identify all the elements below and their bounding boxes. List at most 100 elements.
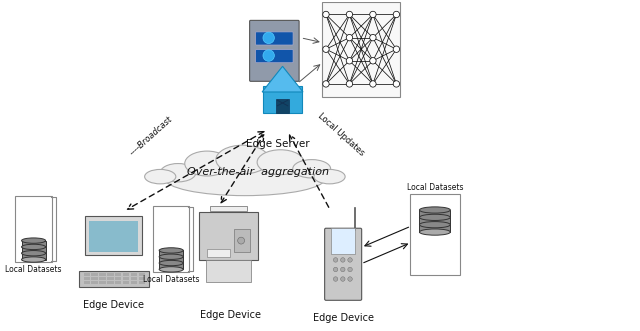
- Circle shape: [164, 242, 168, 245]
- FancyBboxPatch shape: [131, 277, 137, 280]
- Circle shape: [348, 267, 352, 272]
- FancyBboxPatch shape: [153, 206, 189, 272]
- Circle shape: [175, 217, 177, 219]
- Circle shape: [426, 241, 429, 244]
- FancyBboxPatch shape: [210, 206, 247, 211]
- FancyBboxPatch shape: [123, 277, 129, 280]
- FancyBboxPatch shape: [79, 270, 148, 287]
- Ellipse shape: [419, 207, 451, 213]
- Circle shape: [426, 259, 429, 261]
- Ellipse shape: [419, 229, 451, 235]
- FancyBboxPatch shape: [115, 277, 122, 280]
- Circle shape: [47, 220, 50, 222]
- Circle shape: [17, 207, 20, 210]
- Circle shape: [185, 230, 188, 232]
- Ellipse shape: [185, 151, 229, 176]
- Circle shape: [27, 215, 30, 218]
- Circle shape: [175, 242, 177, 245]
- Circle shape: [340, 267, 345, 272]
- FancyBboxPatch shape: [276, 99, 289, 113]
- Circle shape: [370, 11, 376, 18]
- Bar: [159, 263, 183, 269]
- FancyBboxPatch shape: [139, 273, 145, 276]
- Ellipse shape: [292, 160, 331, 178]
- Circle shape: [37, 215, 40, 218]
- FancyBboxPatch shape: [84, 281, 90, 284]
- Circle shape: [155, 242, 157, 245]
- FancyBboxPatch shape: [234, 229, 250, 252]
- Circle shape: [426, 267, 429, 270]
- Circle shape: [412, 267, 415, 270]
- Ellipse shape: [160, 164, 196, 182]
- FancyBboxPatch shape: [85, 216, 142, 255]
- Bar: [419, 217, 451, 225]
- FancyBboxPatch shape: [131, 273, 137, 276]
- Bar: [22, 241, 45, 247]
- Bar: [419, 225, 451, 232]
- Circle shape: [17, 220, 20, 222]
- Circle shape: [346, 11, 353, 18]
- FancyBboxPatch shape: [115, 273, 122, 276]
- Text: Edge Server: Edge Server: [246, 139, 310, 149]
- FancyBboxPatch shape: [84, 277, 90, 280]
- FancyBboxPatch shape: [324, 228, 362, 300]
- FancyBboxPatch shape: [199, 213, 258, 260]
- FancyBboxPatch shape: [131, 281, 137, 284]
- Circle shape: [370, 81, 376, 87]
- Circle shape: [440, 241, 444, 244]
- Ellipse shape: [145, 169, 176, 184]
- FancyBboxPatch shape: [123, 281, 129, 284]
- Ellipse shape: [419, 221, 451, 228]
- Circle shape: [37, 233, 40, 235]
- Circle shape: [155, 230, 157, 232]
- Circle shape: [333, 277, 338, 281]
- FancyBboxPatch shape: [263, 86, 302, 113]
- Ellipse shape: [159, 254, 183, 260]
- Circle shape: [393, 81, 399, 87]
- FancyBboxPatch shape: [206, 260, 251, 282]
- Polygon shape: [262, 66, 303, 92]
- Circle shape: [440, 267, 444, 270]
- Ellipse shape: [159, 248, 183, 253]
- FancyBboxPatch shape: [250, 21, 299, 81]
- Circle shape: [27, 207, 30, 210]
- Circle shape: [185, 217, 188, 219]
- Text: Local Updates: Local Updates: [317, 111, 367, 158]
- Ellipse shape: [159, 260, 183, 266]
- Circle shape: [348, 258, 352, 262]
- Circle shape: [455, 267, 458, 270]
- Ellipse shape: [22, 251, 45, 256]
- Circle shape: [440, 250, 444, 253]
- FancyBboxPatch shape: [84, 273, 90, 276]
- Ellipse shape: [314, 169, 345, 184]
- Circle shape: [175, 225, 177, 228]
- FancyBboxPatch shape: [92, 281, 98, 284]
- Circle shape: [47, 233, 50, 235]
- Circle shape: [263, 50, 275, 61]
- FancyBboxPatch shape: [99, 281, 106, 284]
- Circle shape: [346, 81, 353, 87]
- FancyBboxPatch shape: [99, 277, 106, 280]
- FancyBboxPatch shape: [123, 273, 129, 276]
- Circle shape: [346, 58, 353, 64]
- Ellipse shape: [22, 238, 45, 243]
- FancyBboxPatch shape: [410, 194, 460, 275]
- Ellipse shape: [257, 150, 304, 175]
- Circle shape: [440, 259, 444, 261]
- Circle shape: [323, 81, 329, 87]
- Bar: [159, 257, 183, 263]
- Circle shape: [27, 224, 30, 227]
- Text: Local Datasets: Local Datasets: [406, 183, 463, 192]
- FancyBboxPatch shape: [255, 32, 293, 45]
- Circle shape: [175, 234, 177, 237]
- Circle shape: [164, 234, 168, 237]
- Circle shape: [333, 267, 338, 272]
- Circle shape: [155, 217, 157, 219]
- FancyBboxPatch shape: [322, 2, 401, 97]
- Text: Edge Device: Edge Device: [200, 309, 260, 319]
- FancyBboxPatch shape: [92, 273, 98, 276]
- Circle shape: [340, 277, 345, 281]
- Circle shape: [455, 241, 458, 244]
- Text: Local Datasets: Local Datasets: [5, 265, 62, 274]
- Circle shape: [370, 34, 376, 41]
